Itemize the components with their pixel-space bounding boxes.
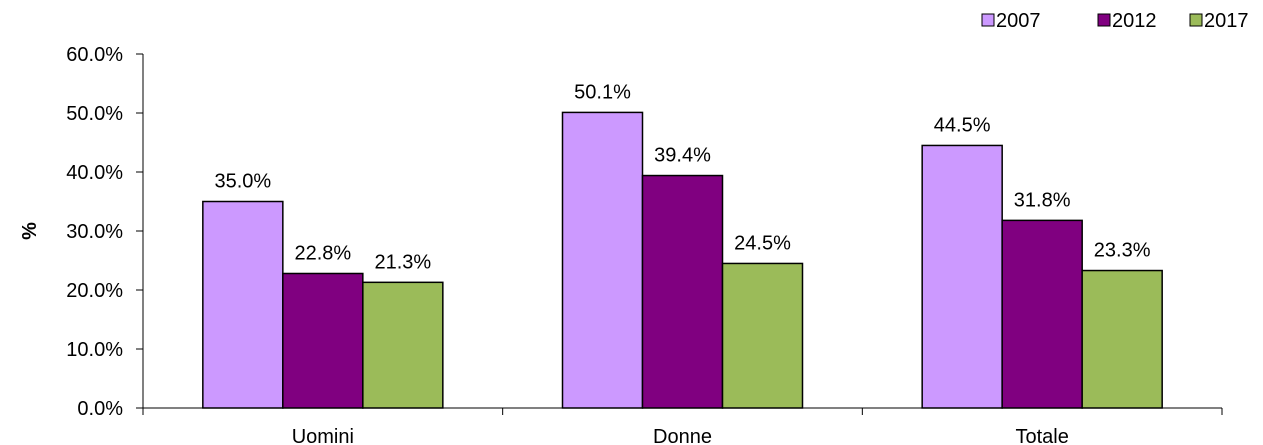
bars [202, 111, 1163, 409]
data-label: 23.3% [1094, 240, 1151, 262]
legend-label-2007: 2007 [996, 10, 1041, 32]
y-tick-label: 20.0% [66, 280, 123, 302]
bar-2007-donne [561, 111, 644, 409]
data-labels: 35.0% 22.8% 21.3% 50.1% 39.4% 24.5% 44.5% 31.8%… [214, 81, 1150, 273]
y-tick-label: 50.0% [66, 103, 123, 125]
x-category-label: Totale [1015, 426, 1068, 445]
bar-2017-donne [721, 262, 804, 409]
data-label: 21.3% [374, 251, 431, 273]
legend: 2007 2012 2017 [981, 10, 1249, 32]
y-tick-label: 10.0% [66, 339, 123, 361]
data-label: 35.0% [214, 171, 271, 193]
legend-swatch-2012 [1097, 13, 1111, 27]
bar-2012-uomini [282, 272, 364, 409]
x-category-label: Donne [653, 426, 712, 445]
y-tick-label: 0.0% [77, 398, 123, 420]
bar-2012-donne [641, 174, 724, 409]
legend-swatch-2017 [1189, 13, 1203, 27]
bar-2017-uomini [362, 281, 444, 409]
legend-label-2017: 2017 [1204, 10, 1249, 32]
data-label: 44.5% [934, 114, 991, 136]
legend-swatch-2007 [981, 13, 995, 27]
data-label: 39.4% [654, 145, 711, 167]
bar-2007-uomini [202, 200, 284, 409]
legend-label-2012: 2012 [1112, 10, 1157, 32]
data-label: 31.8% [1014, 189, 1071, 211]
data-label: 50.1% [574, 81, 631, 103]
y-axis-title: % [19, 222, 41, 240]
bar-2017-totale [1081, 269, 1163, 409]
bar-2012-totale [1001, 219, 1083, 409]
data-label: 24.5% [734, 232, 791, 254]
y-tick-label: 30.0% [66, 221, 123, 243]
bar-2007-totale [921, 144, 1003, 409]
y-axis: 0.0% 10.0% 20.0% 30.0% 40.0% 50.0% 60.0% [66, 44, 144, 420]
data-label: 22.8% [294, 242, 351, 264]
y-tick-label: 60.0% [66, 44, 123, 66]
x-axis: Uomini Donne Totale [142, 407, 1223, 445]
y-tick-label: 40.0% [66, 162, 123, 184]
x-category-label: Uomini [292, 426, 354, 445]
